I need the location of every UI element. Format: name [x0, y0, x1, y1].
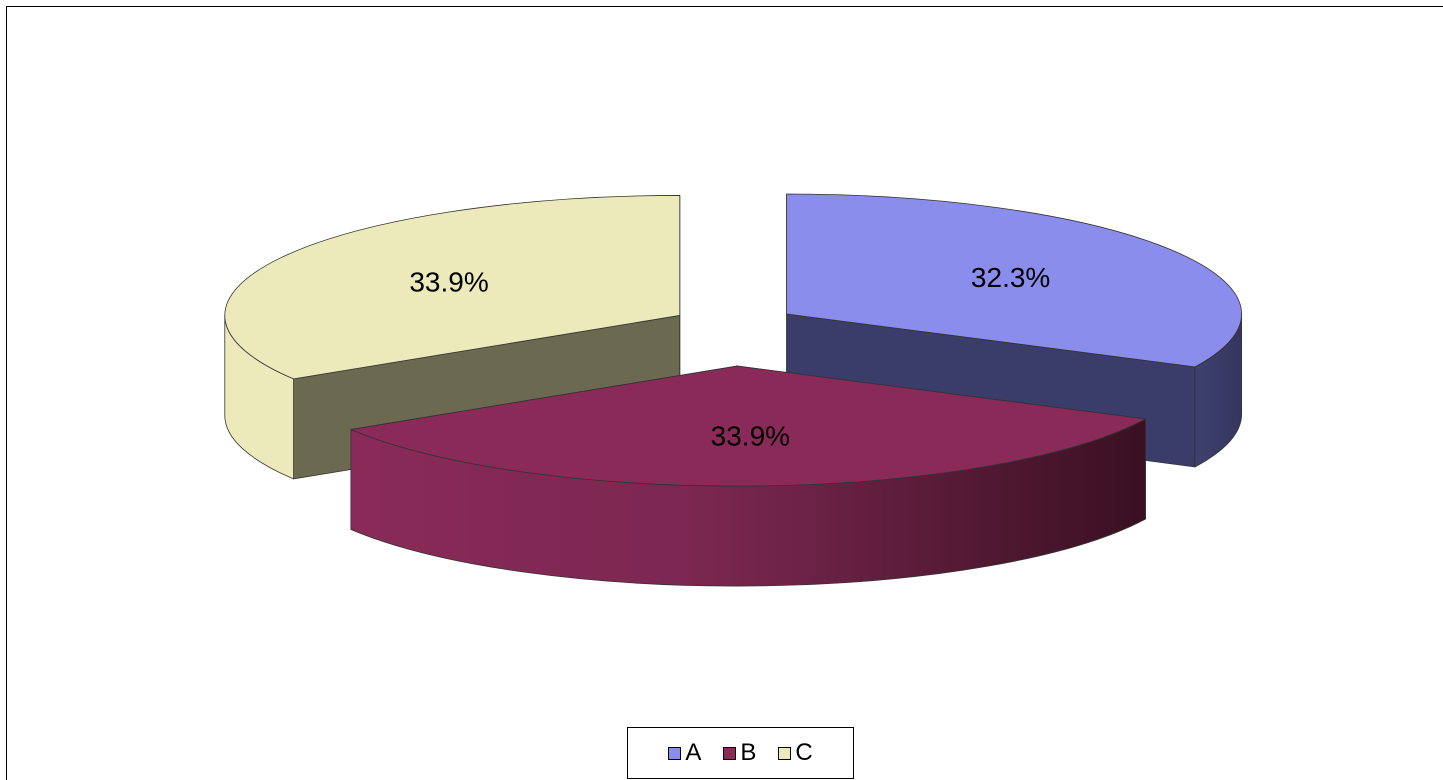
legend-label-b: B — [740, 739, 757, 766]
legend-item-b: B — [723, 739, 756, 767]
legend-swatch-c — [778, 746, 792, 760]
legend-swatch-b — [723, 746, 737, 760]
slice-b-top — [349, 365, 1147, 487]
legend-swatch-a — [668, 746, 682, 760]
legend: A B C — [627, 727, 854, 779]
legend-label-c: C — [795, 739, 813, 766]
slice-a-top — [786, 193, 1243, 368]
data-label-b: 33.9% — [711, 421, 790, 452]
legend-label-a: A — [685, 739, 702, 766]
chart-area: 32.3% 33.9% 33.9% A B C — [6, 6, 1443, 780]
pie-chart: 32.3% 33.9% 33.9% — [224, 193, 1243, 587]
legend-item-c: C — [778, 739, 813, 767]
legend-item-a: A — [668, 739, 701, 767]
data-label-c: 33.9% — [409, 267, 488, 298]
slice-c-top — [224, 195, 681, 380]
data-label-a: 32.3% — [971, 262, 1050, 293]
